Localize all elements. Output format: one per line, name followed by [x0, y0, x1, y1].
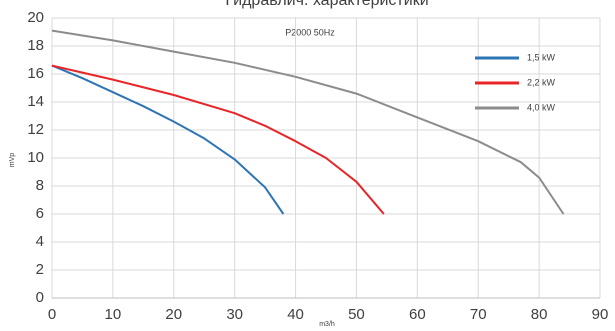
x-tick-label: 10	[105, 306, 122, 323]
y-tick-label: 6	[36, 205, 44, 222]
series-line	[51, 64, 385, 215]
y-tick-label: 2	[36, 261, 44, 278]
legend-label: 2,2 kW	[527, 77, 556, 87]
x-tick-label: 40	[287, 306, 304, 323]
y-tick-label: 14	[27, 93, 44, 110]
y-tick-label: 10	[27, 149, 44, 166]
x-tick-label: 0	[48, 306, 56, 323]
series-line	[51, 64, 285, 215]
y-tick-label: 4	[36, 233, 44, 250]
legend-label: 4,0 kW	[527, 102, 556, 112]
x-tick-label: 50	[348, 306, 365, 323]
x-tick-label: 20	[165, 306, 182, 323]
x-tick-label: 30	[226, 306, 243, 323]
y-tick-label: 20	[27, 9, 44, 26]
x-tick-label: 90	[592, 306, 609, 323]
y-tick-label: 16	[27, 65, 44, 82]
x-axis-label: m3/h	[319, 321, 335, 328]
y-tick-label: 18	[27, 37, 44, 54]
y-axis-label: mVp	[9, 153, 16, 168]
chart-title: Гидравлич. характеристики	[225, 0, 428, 9]
annotation: P2000 50Hz	[285, 27, 335, 37]
x-tick-label: 60	[409, 306, 426, 323]
series-line	[51, 29, 565, 215]
y-tick-label: 8	[36, 177, 44, 194]
y-tick-label: 0	[36, 289, 44, 306]
y-tick-label: 12	[27, 121, 44, 138]
x-tick-label: 70	[470, 306, 487, 323]
legend-label: 1,5 kW	[527, 52, 556, 62]
x-tick-label: 80	[531, 306, 548, 323]
